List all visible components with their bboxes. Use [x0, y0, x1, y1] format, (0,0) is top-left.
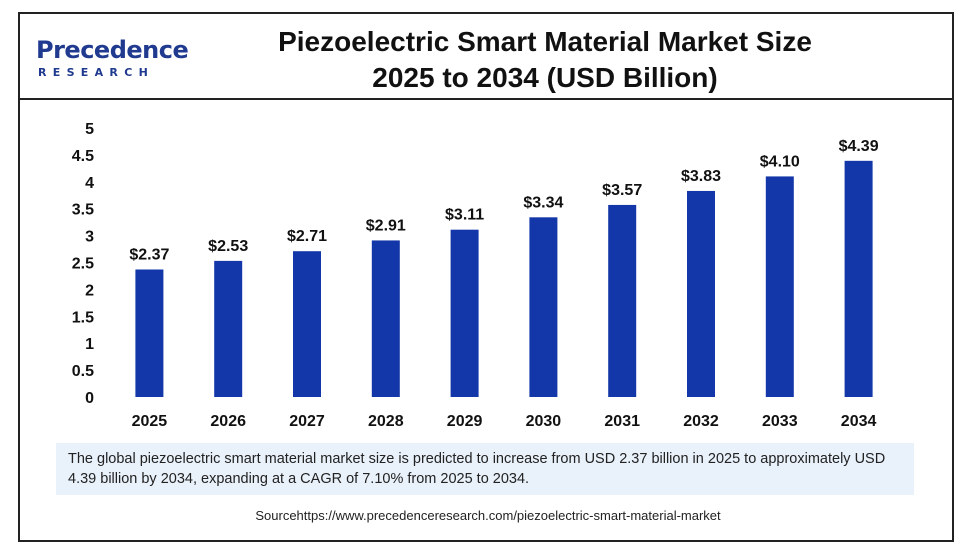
bar [687, 190, 715, 397]
data-label: $4.39 [839, 138, 879, 155]
data-label: $2.91 [366, 217, 406, 234]
data-label: $2.53 [208, 238, 248, 255]
bar [214, 260, 243, 397]
y-tick-label: 4 [85, 175, 94, 192]
data-label: $3.57 [602, 182, 642, 199]
bar [135, 269, 164, 397]
x-tick-label: 2032 [683, 413, 719, 430]
y-tick-label: 1.5 [72, 309, 94, 326]
data-label: $3.83 [681, 168, 721, 185]
y-tick-label: 0.5 [72, 363, 94, 380]
chart-title-line-1: Piezoelectric Smart Material Market Size [278, 26, 812, 57]
x-tick-label: 2034 [841, 413, 877, 430]
bar [844, 160, 873, 397]
bar [371, 240, 400, 397]
data-label: $2.71 [287, 228, 327, 245]
x-tick-label: 2027 [289, 413, 325, 430]
x-tick-label: 2029 [447, 413, 483, 430]
chart-header: Precedence RESEARCH Piezoelectric Smart … [20, 14, 952, 100]
y-tick-label: 1 [85, 336, 94, 353]
bar [529, 217, 558, 397]
y-tick-label: 4.5 [72, 148, 94, 165]
chart-title-line-2: 2025 to 2034 (USD Billion) [372, 62, 718, 93]
x-tick-label: 2028 [368, 413, 404, 430]
y-tick-label: 2.5 [72, 256, 94, 273]
y-tick-label: 3.5 [72, 202, 94, 219]
y-tick-label: 3 [85, 229, 94, 246]
source-text: Sourcehttps://www.precedenceresearch.com… [255, 508, 721, 523]
y-tick-label: 2 [85, 282, 94, 299]
bar [293, 251, 321, 397]
y-tick-label: 5 [85, 121, 94, 138]
y-tick-label: 0 [85, 390, 94, 407]
bar [608, 204, 637, 397]
data-label: $2.37 [129, 246, 169, 263]
bar [450, 229, 479, 397]
brand-name: Precedence [36, 36, 189, 64]
brand-logo: Precedence RESEARCH [36, 36, 189, 84]
x-tick-label: 2031 [604, 413, 640, 430]
bar [765, 176, 794, 397]
data-label: $3.11 [445, 207, 484, 224]
x-tick-label: 2033 [762, 413, 798, 430]
x-tick-label: 2030 [526, 413, 562, 430]
data-label: $4.10 [760, 153, 800, 170]
chart-title: Piezoelectric Smart Material Market Size… [220, 24, 870, 96]
x-tick-label: 2025 [132, 413, 168, 430]
x-tick-label: 2026 [210, 413, 246, 430]
brand-subtitle: RESEARCH [38, 66, 155, 79]
chart-caption: The global piezoelectric smart material … [56, 443, 914, 495]
data-label: $3.34 [523, 194, 563, 211]
